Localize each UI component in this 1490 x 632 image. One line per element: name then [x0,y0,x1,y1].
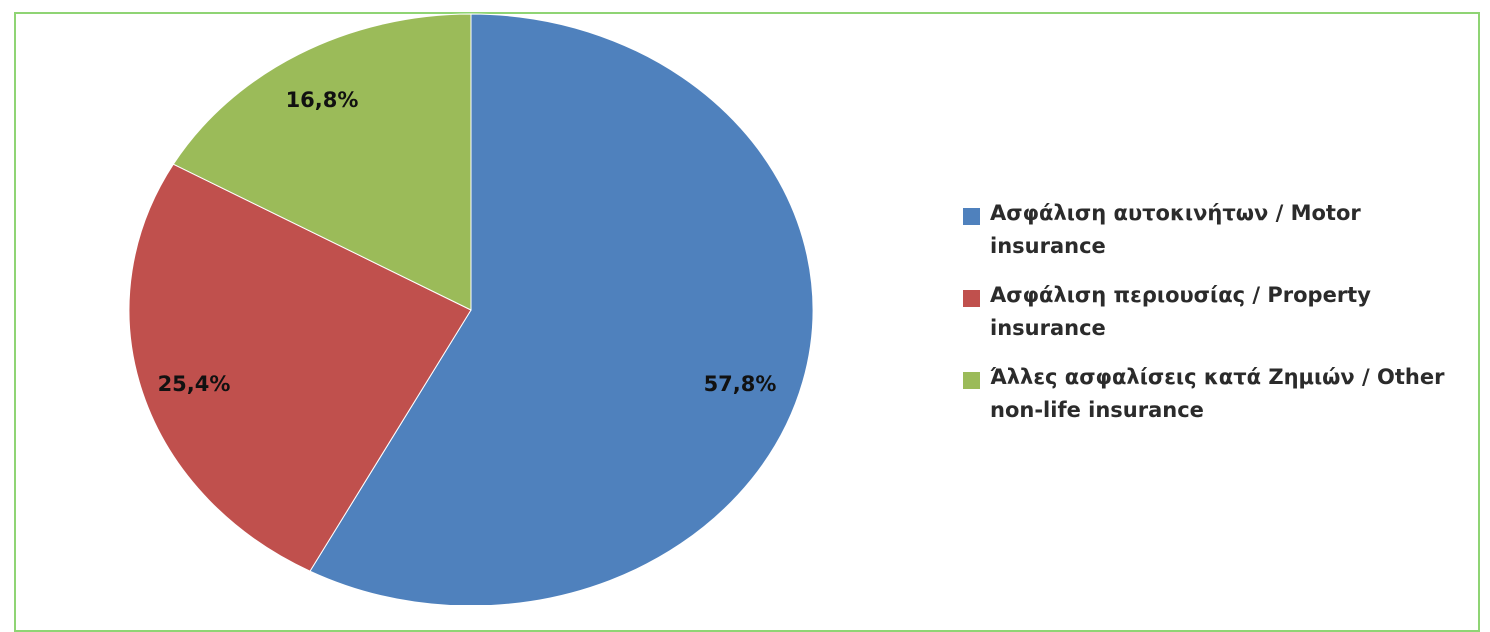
legend-label: Ασφάλιση αυτοκινήτων / Motor insurance [990,201,1361,258]
pie-data-labels: 57,8% 25,4% 16,8% [158,88,777,396]
legend-swatch [963,290,980,307]
legend-swatch [963,208,980,225]
pie-chart: 57,8% 25,4% 16,8% [128,13,814,605]
pie-slice [309,13,814,605]
legend-item-motor: Ασφάλιση αυτοκινήτων / Motor insurance [963,197,1463,263]
legend-item-other: Άλλες ασφαλίσεις κατά Ζημιών / Other non… [963,361,1463,427]
chart-legend: Ασφάλιση αυτοκινήτων / Motor insurance Α… [963,197,1463,443]
pie-slices [128,13,814,605]
pie-data-label: 25,4% [158,372,231,396]
legend-swatch [963,372,980,389]
pie-data-label: 16,8% [286,88,359,112]
legend-label: Ασφάλιση περιουσίας / Property insurance [990,283,1371,340]
pie-data-label: 57,8% [704,372,777,396]
legend-item-property: Ασφάλιση περιουσίας / Property insurance [963,279,1463,345]
pie-slice [172,13,472,311]
pie-slice [128,163,472,572]
legend-label: Άλλες ασφαλίσεις κατά Ζημιών / Other non… [990,365,1445,422]
